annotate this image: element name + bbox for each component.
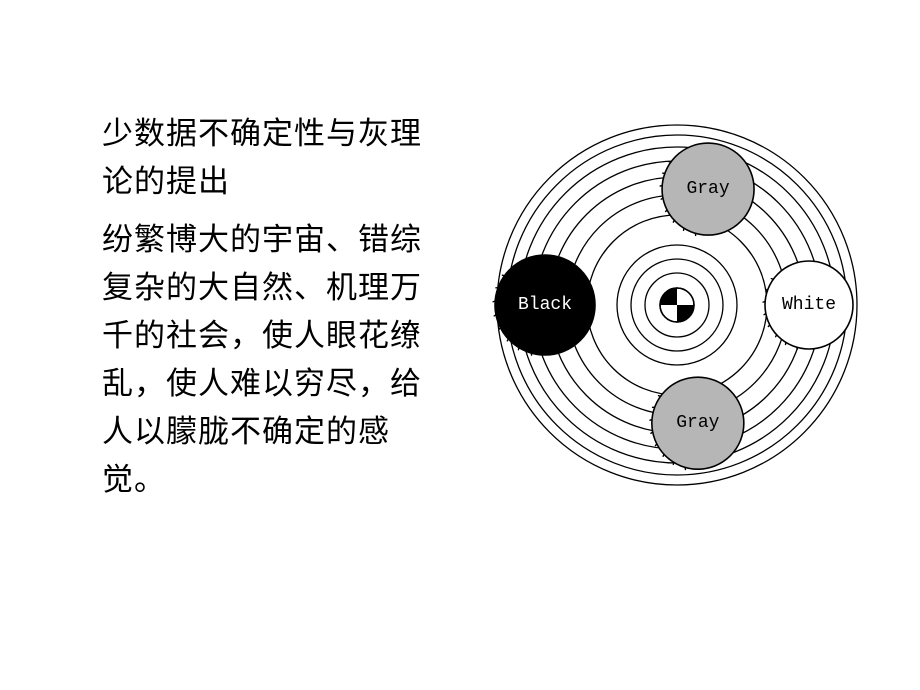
svg-text:White: White — [782, 295, 836, 315]
node-gray: Gray — [662, 143, 754, 235]
content-area: 少数据不确定性与灰理论的提出 纷繁博大的宇宙、错综复杂的大自然、机理万千的社会，… — [102, 110, 872, 504]
title-text: 少数据不确定性与灰理论的提出 — [102, 110, 452, 206]
svg-text:Gray: Gray — [686, 179, 729, 199]
node-white: White — [765, 261, 853, 349]
node-black: Black — [495, 255, 595, 355]
svg-text:Gray: Gray — [676, 413, 719, 433]
text-block: 少数据不确定性与灰理论的提出 纷繁博大的宇宙、错综复杂的大自然、机理万千的社会，… — [102, 110, 452, 504]
node-gray: Gray — [652, 377, 744, 469]
diagram-container: Gray White Gray Black — [482, 110, 872, 500]
svg-text:Black: Black — [518, 295, 572, 315]
center-marker — [660, 288, 694, 322]
body-text: 纷繁博大的宇宙、错综复杂的大自然、机理万千的社会，使人眼花缭乱，使人难以穷尽，给… — [102, 216, 452, 504]
concentric-diagram: Gray White Gray Black — [482, 110, 872, 500]
